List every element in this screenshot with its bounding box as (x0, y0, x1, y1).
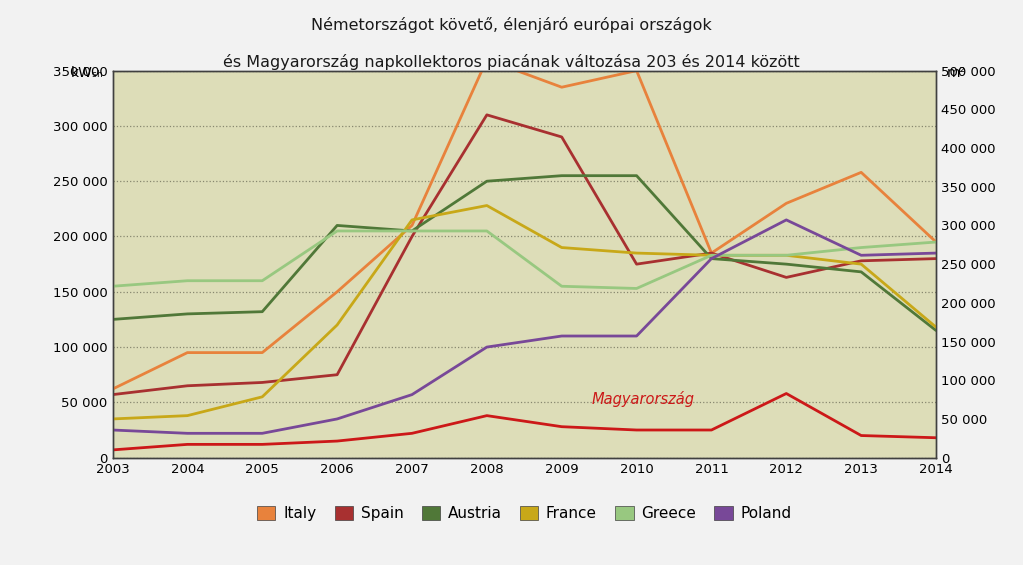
Text: m²: m² (947, 67, 966, 80)
Text: Németországot követő, élenjáró európai országok: Németországot követő, élenjáró európai o… (311, 17, 712, 33)
Text: kWₛₕ: kWₛₕ (71, 67, 103, 80)
Text: és Magyarország napkollektoros piacának változása 203 és 2014 között: és Magyarország napkollektoros piacának … (223, 54, 800, 69)
Legend: Italy, Spain, Austria, France, Greece, Poland: Italy, Spain, Austria, France, Greece, P… (251, 500, 798, 527)
Text: Magyarország: Magyarország (591, 391, 695, 407)
